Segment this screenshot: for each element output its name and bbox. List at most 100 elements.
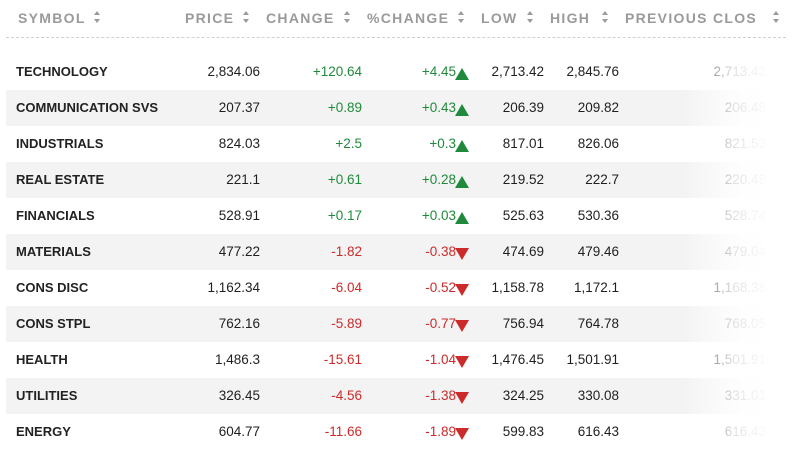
low-value: 817.01 (502, 136, 544, 151)
symbol-link[interactable]: INDUSTRIALS (16, 136, 104, 151)
change-value: -6.04 (331, 280, 362, 295)
change-value: -1.82 (331, 244, 362, 259)
low-value: 525.63 (502, 208, 544, 223)
symbol-link[interactable]: MATERIALS (16, 244, 91, 259)
header-previous-close[interactable]: PREVIOUS CLOS (625, 10, 758, 26)
sort-previous-close-icon[interactable] (772, 10, 780, 24)
prev-close-value: 1,168.38 (713, 280, 766, 295)
prev-close-value: 528.74 (724, 208, 766, 223)
high-value: 764.78 (577, 316, 619, 331)
low-value: 756.94 (502, 316, 544, 331)
table-row[interactable]: MATERIALS 477.22 -1.82 -0.38 474.69 479.46 479… (6, 234, 766, 270)
header-high[interactable]: HIGH (550, 10, 591, 26)
header-change[interactable]: CHANGE (266, 10, 335, 26)
arrow-up-icon (455, 103, 469, 116)
symbol-link[interactable]: FINANCIALS (16, 208, 95, 223)
table-row[interactable]: ENERGY 604.77 -11.66 -1.89 599.83 616.43 616.4… (6, 414, 766, 450)
arrow-down-icon (455, 283, 469, 296)
pct-change-value: +0.03 (421, 208, 456, 223)
price-value: 477.22 (218, 244, 260, 259)
change-value: +0.17 (327, 208, 362, 223)
prev-close-value: 331.01 (724, 388, 766, 403)
high-value: 330.08 (577, 388, 619, 403)
price-value: 207.37 (218, 100, 260, 115)
low-value: 474.69 (502, 244, 544, 259)
high-value: 2,845.76 (566, 64, 619, 79)
prev-close-value: 479.04 (724, 244, 766, 259)
header-divider (6, 37, 786, 38)
sort-low-icon[interactable] (526, 10, 534, 24)
table-row[interactable]: TECHNOLOGY 2,834.06 +120.64 +4.45 2,713.42 2,… (6, 54, 766, 90)
change-value: -11.66 (324, 424, 362, 439)
pct-change-value: -1.38 (425, 388, 456, 403)
table-row[interactable]: REAL ESTATE 221.1 +0.61 +0.28 219.52 222.7 220… (6, 162, 766, 198)
prev-close-value: 2,713.42 (713, 64, 766, 79)
arrow-down-icon (455, 427, 469, 440)
high-value: 616.43 (577, 424, 619, 439)
price-value: 326.45 (218, 388, 260, 403)
pct-change-value: +0.43 (421, 100, 456, 115)
arrow-up-icon (455, 67, 469, 80)
price-value: 1,486.3 (214, 352, 260, 367)
sort-change-icon[interactable] (343, 10, 351, 24)
arrow-down-icon (455, 319, 469, 332)
high-value: 479.46 (577, 244, 619, 259)
arrow-down-icon (455, 355, 469, 368)
pct-change-value: +4.45 (421, 64, 456, 79)
price-value: 221.1 (226, 172, 260, 187)
change-value: -15.61 (323, 352, 362, 367)
sort-price-icon[interactable] (242, 10, 250, 24)
arrow-down-icon (455, 247, 469, 260)
header-symbol[interactable]: SYMBOL (18, 10, 86, 26)
change-value: +120.64 (312, 64, 362, 79)
symbol-link[interactable]: CONS STPL (16, 316, 91, 331)
low-value: 1,158.78 (491, 280, 544, 295)
high-value: 530.36 (577, 208, 619, 223)
change-value: +0.89 (327, 100, 362, 115)
pct-change-value: +0.28 (421, 172, 456, 187)
change-value: +0.61 (327, 172, 362, 187)
pct-change-value: -0.52 (425, 280, 456, 295)
change-value: -4.56 (331, 388, 362, 403)
table-row[interactable]: UTILITIES 326.45 -4.56 -1.38 324.25 330.08 331… (6, 378, 766, 414)
symbol-link[interactable]: REAL ESTATE (16, 172, 105, 187)
sort-symbol-icon[interactable] (93, 10, 101, 24)
symbol-link[interactable]: CONS DISC (16, 280, 89, 295)
prev-close-value: 616.43 (724, 424, 766, 439)
pct-change-value: -1.89 (425, 424, 456, 439)
pct-change-value: -0.77 (425, 316, 456, 331)
header-price[interactable]: PRICE (185, 10, 235, 26)
prev-close-value: 206.48 (724, 100, 766, 115)
high-value: 222.7 (585, 172, 619, 187)
header-pct-change[interactable]: %CHANGE (367, 10, 450, 26)
change-value: +2.5 (335, 136, 362, 151)
price-value: 762.16 (218, 316, 260, 331)
arrow-up-icon (455, 211, 469, 224)
low-value: 219.52 (502, 172, 544, 187)
pct-change-value: +0.3 (429, 136, 456, 151)
table-row[interactable]: COMMUNICATION SVS 207.37 +0.89 +0.43 206.39 2… (6, 90, 766, 126)
arrow-down-icon (455, 391, 469, 404)
symbol-link[interactable]: ENERGY (16, 424, 71, 439)
table-row[interactable]: INDUSTRIALS 824.03 +2.5 +0.3 817.01 826.06 821… (6, 126, 766, 162)
high-value: 209.82 (577, 100, 619, 115)
sort-high-icon[interactable] (601, 10, 609, 24)
table-row[interactable]: HEALTH 1,486.3 -15.61 -1.04 1,476.45 1,501.91… (6, 342, 766, 378)
symbol-link[interactable]: COMMUNICATION SVS (16, 100, 159, 115)
header-low[interactable]: LOW (481, 10, 518, 26)
symbol-link[interactable]: HEALTH (16, 352, 68, 367)
low-value: 324.25 (502, 388, 544, 403)
table-row[interactable]: FINANCIALS 528.91 +0.17 +0.03 525.63 530.36 52… (6, 198, 766, 234)
low-value: 206.39 (502, 100, 544, 115)
high-value: 826.06 (577, 136, 619, 151)
table-row[interactable]: CONS DISC 1,162.34 -6.04 -0.52 1,158.78 1,172… (6, 270, 766, 306)
table-row[interactable]: CONS STPL 762.16 -5.89 -0.77 756.94 764.78 768… (6, 306, 766, 342)
symbol-link[interactable]: UTILITIES (16, 388, 78, 403)
change-value: -5.89 (331, 316, 362, 331)
symbol-link[interactable]: TECHNOLOGY (16, 64, 108, 79)
high-value: 1,501.91 (566, 352, 619, 367)
high-value: 1,172.1 (573, 280, 619, 295)
pct-change-value: -0.38 (425, 244, 456, 259)
sort-pct-change-icon[interactable] (457, 10, 465, 24)
prev-close-value: 1,501.91 (713, 352, 766, 367)
